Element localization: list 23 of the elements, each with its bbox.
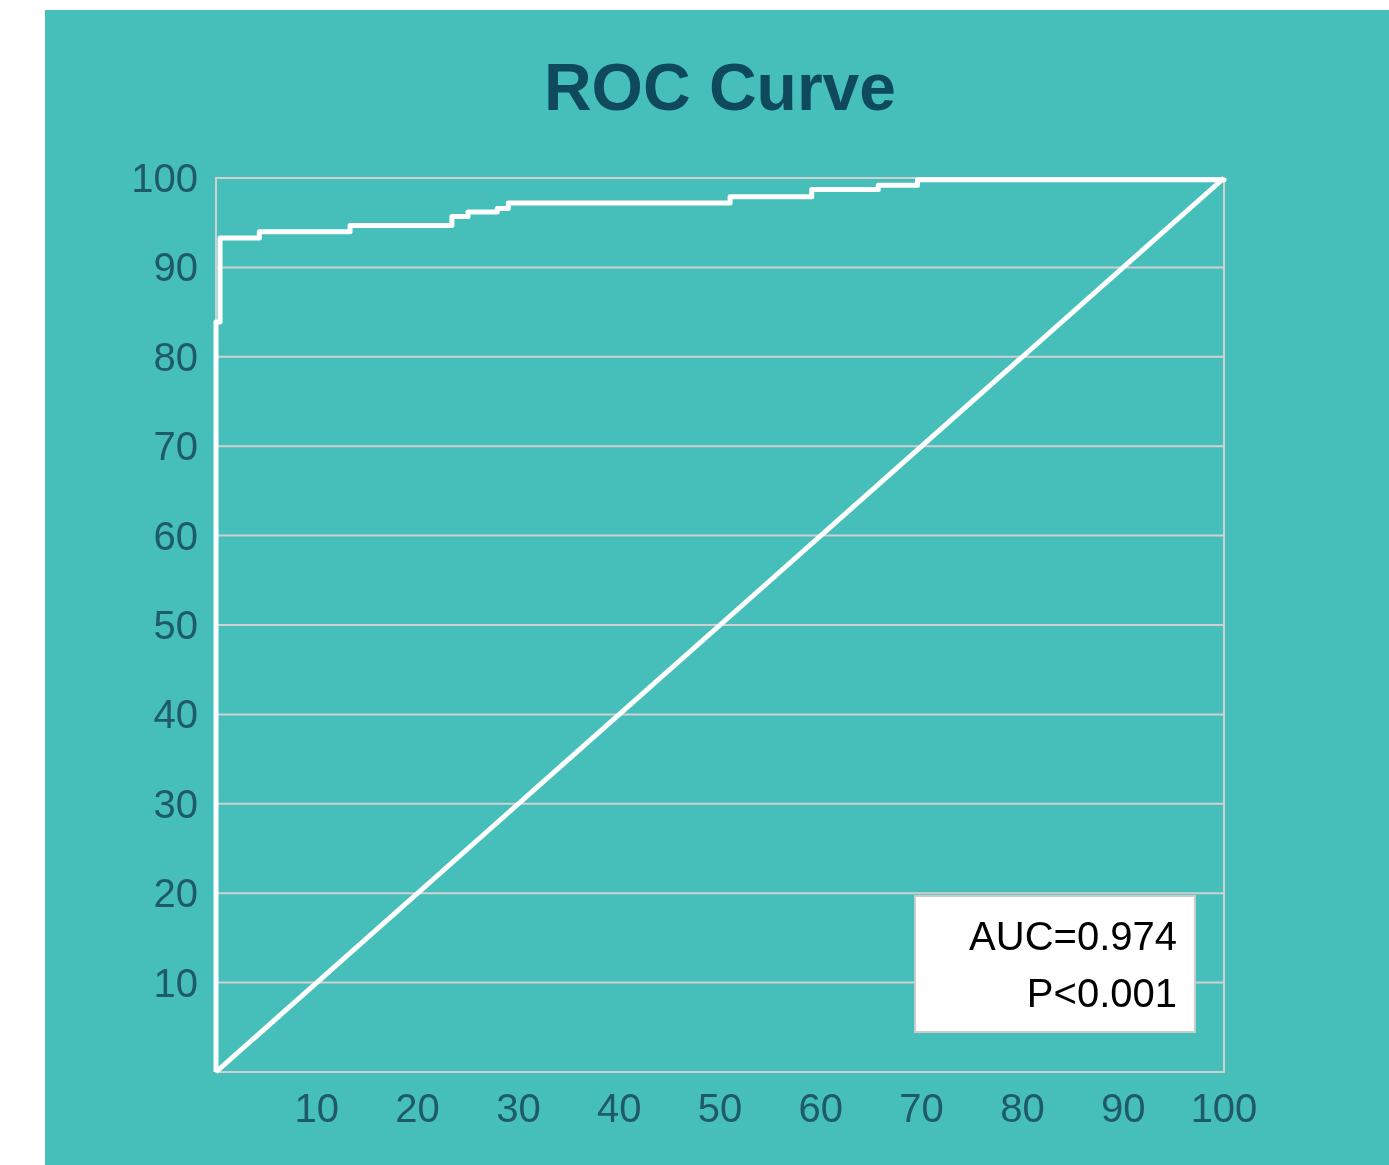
annotation: AUC=0.974 — [969, 914, 1177, 958]
x-tick-label: 30 — [496, 1086, 541, 1130]
annotation: P<0.001 — [1026, 971, 1177, 1015]
y-tick-label: 40 — [153, 692, 198, 737]
y-tick-label: 90 — [153, 245, 198, 290]
x-tick-label: 100 — [1190, 1086, 1258, 1130]
y-tick-label: 70 — [153, 424, 198, 469]
x-tick-label: 40 — [596, 1086, 642, 1130]
y-tick-label: 100 — [131, 156, 198, 200]
x-tick-label: 70 — [899, 1086, 944, 1130]
y-tick-label: 50 — [153, 603, 198, 647]
x-tick-label: 10 — [294, 1086, 340, 1130]
chart-title: ROC Curve — [543, 50, 897, 124]
x-tick-label: 20 — [395, 1086, 440, 1130]
y-tick-label: 80 — [153, 334, 198, 379]
x-tick-label: 60 — [798, 1086, 844, 1130]
y-tick-label: 20 — [153, 871, 198, 916]
y-tick-label: 10 — [153, 960, 198, 1005]
x-tick-label: 50 — [697, 1086, 743, 1130]
x-tick-label: 90 — [1100, 1086, 1146, 1130]
x-tick-label: 80 — [1000, 1086, 1045, 1130]
y-tick-label: 30 — [153, 781, 198, 826]
y-tick-label: 60 — [153, 513, 198, 558]
